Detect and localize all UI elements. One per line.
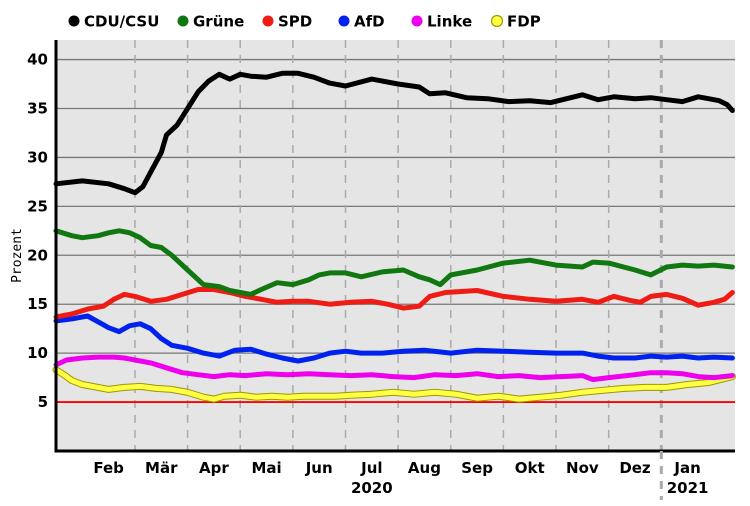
- x-tick-label: Jun: [305, 459, 333, 477]
- series-line-fdp: [53, 367, 735, 402]
- x-tick-label: Aug: [408, 459, 441, 477]
- x-tick-label: Jan: [673, 459, 700, 477]
- x-tick-label: Mai: [251, 459, 281, 477]
- y-tick-label: 10: [27, 344, 48, 362]
- series-line-linke: [53, 354, 735, 383]
- series-line-cdu-csu: [53, 70, 735, 196]
- x-tick-labels: Feb Mär Apr Mai Jun Jul Aug Sep Okt Nov Dez Jan: [93, 459, 700, 477]
- legend-marker: [490, 14, 504, 28]
- x-tick-label: Jul: [360, 459, 382, 477]
- y-tick-label: 40: [27, 51, 48, 69]
- legend-marker: [68, 15, 80, 27]
- x-tick-label: Dez: [619, 459, 651, 477]
- year-label: 2021: [667, 479, 709, 497]
- legend-marker: [411, 15, 423, 27]
- y-tick-label: 15: [27, 295, 48, 313]
- legend-label: AfD: [354, 13, 385, 31]
- legend: CDU/CSU Grüne SPD AfD Linke FDP: [68, 13, 541, 31]
- legend-label: FDP: [507, 13, 541, 31]
- x-tick-label: Mär: [145, 459, 178, 477]
- y-tick-label: 35: [27, 100, 48, 118]
- y-tick-label: 30: [27, 148, 48, 166]
- legend-marker: [338, 15, 350, 27]
- y-tick-label: 5: [38, 393, 48, 411]
- y-axis-label: Prozent: [10, 228, 25, 283]
- x-tick-label: Okt: [515, 459, 545, 477]
- x-tick-label: Feb: [93, 459, 124, 477]
- series-line-spd: [53, 287, 735, 320]
- legend-label: CDU/CSU: [84, 13, 159, 31]
- x-tick-label: Nov: [566, 459, 599, 477]
- series-line-grüne: [53, 228, 735, 297]
- series-lines: [52, 40, 736, 453]
- legend-marker: [177, 15, 189, 27]
- year-label: 2020: [351, 479, 393, 497]
- x-tick-label: Sep: [461, 459, 493, 477]
- legend-label: Linke: [427, 13, 472, 31]
- y-tick-labels: 5 10 15 20 25 30 35 40: [27, 51, 48, 412]
- legend-label: Grüne: [193, 13, 244, 31]
- x-tick-label: Apr: [199, 459, 229, 477]
- y-tick-label: 25: [27, 197, 48, 215]
- legend-marker: [262, 15, 274, 27]
- year-labels: 2020 2021: [351, 451, 709, 500]
- legend-label: SPD: [278, 13, 312, 31]
- series-line-afd: [53, 313, 735, 364]
- y-tick-label: 20: [27, 246, 48, 264]
